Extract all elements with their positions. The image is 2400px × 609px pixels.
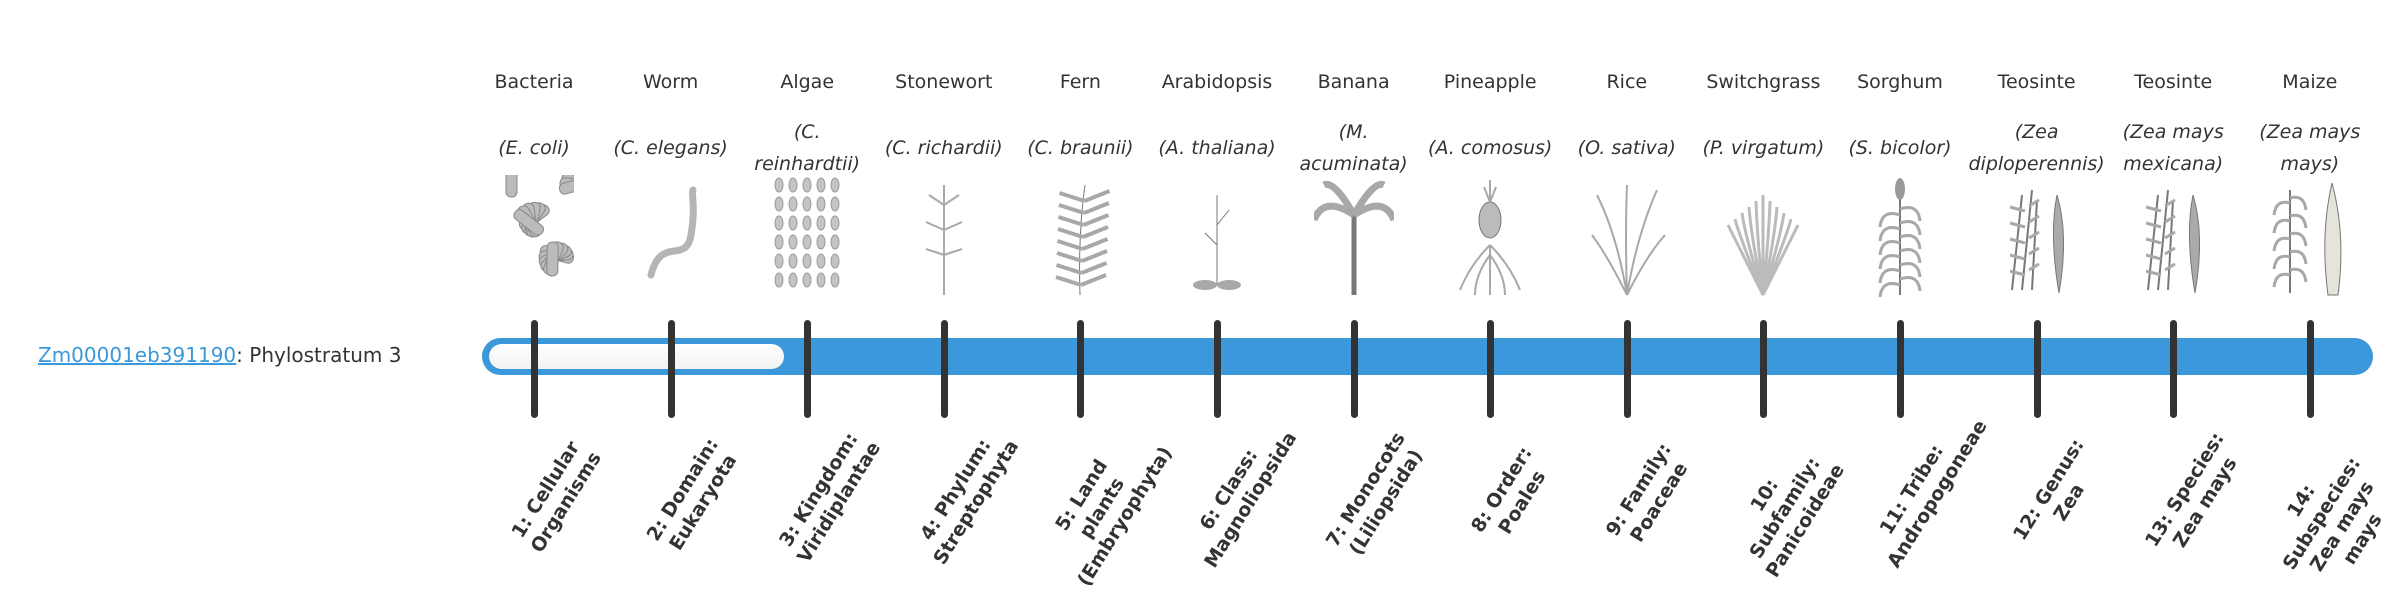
organism-scientific-text: (A. thaliana) <box>1158 137 1276 159</box>
organism-scientific-name: (S. bicolor) <box>1832 108 1968 188</box>
banana-icon <box>1310 175 1397 297</box>
stratum-tick <box>1214 320 1221 418</box>
rice-icon <box>1587 175 1667 297</box>
organism-common-name: Arabidopsis <box>1161 71 1273 93</box>
maize-icon <box>2270 175 2350 297</box>
stratum-tick <box>1077 320 1085 418</box>
organism-common-name: Banana <box>1317 71 1390 93</box>
organism-common-name: Stonewort <box>895 71 993 93</box>
phylostratum-bar-unfilled <box>489 344 785 369</box>
sorghum-icon <box>1860 175 1940 298</box>
stratum-tick <box>1623 320 1631 418</box>
organism-common-name: Fern <box>1059 71 1101 93</box>
organism-common-name: Rice <box>1606 71 1648 93</box>
stratum-label: 7: Monocots (Liliopsida) <box>1321 428 1427 560</box>
organism-common-name: Maize <box>2282 71 2338 93</box>
pineapple-icon <box>1450 175 1530 297</box>
gene-label: Zm00001eb391190: Phylostratum 3 <box>38 340 401 370</box>
stratum-label: 9: Family: Poaceae <box>1601 439 1693 547</box>
phylostratum-bar <box>482 338 2373 375</box>
organism-scientific-name: (Zea mays mexicana) <box>2105 108 2241 188</box>
organism-scientific-name: (P. virgatum) <box>1695 108 1831 188</box>
organism-scientific-name: (E. coli) <box>466 108 602 188</box>
stratum-label: 4: Phylum: Streptophyta <box>915 435 1023 569</box>
organism-common-name: Bacteria <box>494 71 574 93</box>
organism-scientific-name: (A. comosus) <box>1422 108 1558 188</box>
organism-common-name: Pineapple <box>1443 71 1537 93</box>
organism-scientific-text: (M. acuminata) <box>1299 121 1408 175</box>
organism-scientific-name: (C. richardii) <box>876 108 1012 188</box>
organism-scientific-name: (C. reinhardtii) <box>739 108 875 188</box>
organism-scientific-text: (Zea mays mays) <box>2259 121 2361 175</box>
organism-scientific-name: (C. elegans) <box>603 108 739 188</box>
organism-scientific-text: (A. comosus) <box>1428 137 1553 159</box>
organism-scientific-name: (Zea diploperennis) <box>1968 108 2105 188</box>
organism-common-name: Teosinte <box>2134 71 2213 93</box>
stratum-label: 8: Order: Poales <box>1467 442 1551 539</box>
stratum-tick <box>1760 320 1768 418</box>
stratum-label: 6: Class: Magnoliopsida <box>1195 427 1302 572</box>
bacteria-icon <box>494 162 595 297</box>
organism-scientific-name: (M. acuminata) <box>1286 108 1422 188</box>
stratum-label: 12: Genus: Zea <box>2008 435 2089 545</box>
teosinte-icon <box>2133 175 2213 297</box>
organism-scientific-name: (A. thaliana) <box>1149 108 1285 188</box>
organism-common-name: Teosinte <box>1997 71 2076 93</box>
stratum-label: 11: Tribe: Andropogoneae <box>1875 416 1992 572</box>
organism-scientific-text: (C. elegans) <box>613 137 728 159</box>
organism-common-name: Switchgrass <box>1706 71 1821 93</box>
stratum-tick <box>804 320 812 418</box>
stratum-tick <box>2033 320 2041 418</box>
organism-scientific-text: (P. virgatum) <box>1702 137 1825 159</box>
stratum-tick <box>667 320 675 418</box>
stratum-tick <box>531 320 538 418</box>
stratum-label: 3: Kingdom: Viridiplantae <box>775 428 886 567</box>
stratum-tick <box>1487 320 1495 418</box>
stonewort-icon <box>904 175 984 297</box>
algae-icon <box>767 175 847 297</box>
stratum-label: 14: Subspecies: Zea mays mays <box>2278 453 2387 576</box>
organism-scientific-text: (O. sativa) <box>1577 137 1676 159</box>
organism-scientific-text: (S. bicolor) <box>1848 137 1952 159</box>
organism-scientific-name: (O. sativa) <box>1559 108 1695 188</box>
stratum-label: 2: Domain: Eukaryota <box>642 434 741 555</box>
stratum-tick <box>2306 320 2314 418</box>
organism-scientific-text: (Zea diploperennis) <box>1968 121 2105 175</box>
stratum-tick <box>2170 320 2178 418</box>
stratum-tick <box>1350 320 1358 418</box>
organism-scientific-text: (C. richardii) <box>884 137 1003 159</box>
stratum-label: 1: Cellular Organisms <box>507 437 606 557</box>
arabidopsis-icon <box>1177 175 1257 297</box>
organism-scientific-text: (C. braunii) <box>1027 137 1134 159</box>
worm-icon <box>631 175 711 297</box>
organism-common-name: Sorghum <box>1857 71 1943 93</box>
organism-scientific-text: (E. coli) <box>498 137 570 159</box>
stratum-tick <box>940 320 948 418</box>
fern-icon <box>1040 175 1120 297</box>
organism-scientific-name: (C. braunii) <box>1012 108 1148 188</box>
stratum-label: 5: Land plants (Embryophyta) <box>1051 442 1178 591</box>
phylostratum-text: : Phylostratum 3 <box>236 343 402 367</box>
organism-common-name: Worm <box>642 71 699 93</box>
organism-scientific-text: (C. reinhardtii) <box>754 121 861 175</box>
organism-common-name: Algae <box>780 71 835 93</box>
organism-scientific-text: (Zea mays mexicana) <box>2122 121 2224 175</box>
switchgrass-icon <box>1723 175 1803 297</box>
teosinte-icon <box>1997 175 2077 297</box>
organism-scientific-name: (Zea mays mays) <box>2242 108 2378 188</box>
stratum-tick <box>1897 320 1904 418</box>
stratum-label: 10: Subfamily: Panicoideae <box>1745 453 1850 582</box>
gene-link[interactable]: Zm00001eb391190 <box>38 343 237 367</box>
stratum-label: 13: Species: Zea mays <box>2141 428 2242 552</box>
